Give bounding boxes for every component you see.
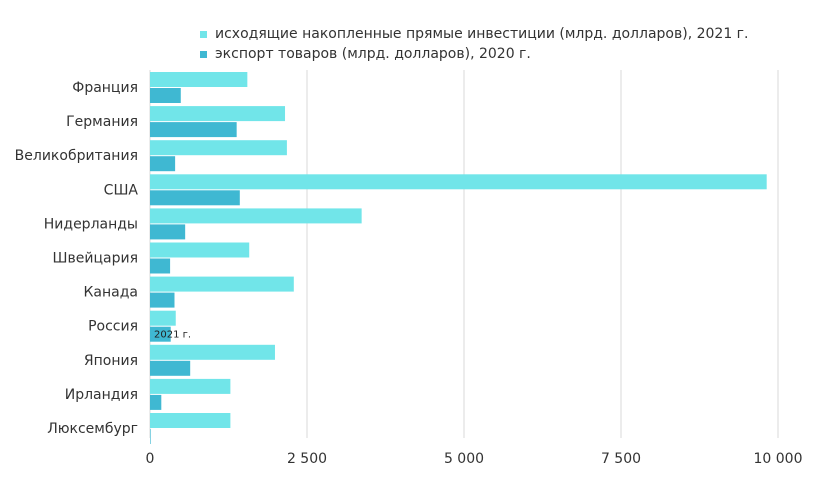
bar-exports-6 bbox=[150, 292, 175, 308]
bars-layer bbox=[150, 72, 767, 444]
bar-exports-2 bbox=[150, 156, 176, 172]
bar-investments-2 bbox=[150, 140, 287, 156]
labels-layer: 0 2 500 5 000 7 500 10 000 Франция Германия Вел… bbox=[15, 80, 803, 467]
bar-exports-4 bbox=[150, 224, 186, 240]
bar-investments-3 bbox=[150, 174, 767, 190]
legend-label-exports: экспорт товаров (млрд. долларов), 2020 г… bbox=[215, 46, 531, 62]
bar-exports-3 bbox=[150, 190, 240, 206]
category-label-6: Канада bbox=[83, 285, 138, 301]
x-tick-label-7500: 7 500 bbox=[601, 451, 641, 467]
bar-exports-1 bbox=[150, 122, 237, 138]
bar-investments-6 bbox=[150, 276, 294, 292]
bar-exports-10 bbox=[150, 429, 151, 444]
legend-swatch-investments bbox=[200, 30, 207, 38]
annotation-0: 2021 г. bbox=[154, 330, 191, 341]
x-tick-label-2500: 2 500 bbox=[287, 451, 327, 467]
legend-label-investments: исходящие накопленные прямые инвестиции … bbox=[215, 26, 749, 42]
category-label-3: США bbox=[104, 182, 139, 198]
bar-investments-5 bbox=[150, 242, 250, 258]
category-label-1: Германия bbox=[66, 114, 138, 130]
bar-investments-1 bbox=[150, 106, 286, 122]
bar-investments-4 bbox=[150, 208, 362, 224]
category-label-5: Швейцария bbox=[53, 251, 138, 267]
category-label-9: Ирландия bbox=[65, 387, 138, 403]
category-label-0: Франция bbox=[72, 80, 138, 96]
legend-item-exports: экспорт товаров (млрд. долларов), 2020 г… bbox=[200, 44, 748, 64]
bar-exports-0 bbox=[150, 88, 181, 103]
bar-exports-9 bbox=[150, 394, 162, 410]
legend-swatch-exports bbox=[200, 50, 207, 58]
x-tick-label-10000: 10 000 bbox=[754, 451, 803, 467]
x-tick-label-5000: 5 000 bbox=[444, 451, 484, 467]
bar-exports-7 bbox=[150, 326, 171, 342]
category-label-4: Нидерланды bbox=[44, 216, 138, 232]
category-label-2: Великобритания bbox=[15, 148, 138, 164]
bar-exports-8 bbox=[150, 360, 191, 376]
category-label-7: Россия bbox=[88, 319, 138, 335]
bar-investments-7 bbox=[150, 310, 176, 326]
category-label-8: Япония bbox=[84, 353, 138, 369]
x-tick-label-0: 0 bbox=[146, 451, 155, 467]
legend-item-investments: исходящие накопленные прямые инвестиции … bbox=[200, 24, 748, 44]
chart-legend: исходящие накопленные прямые инвестиции … bbox=[200, 24, 748, 64]
bar-investments-8 bbox=[150, 344, 275, 360]
bar-investments-10 bbox=[150, 413, 231, 428]
bar-investments-0 bbox=[150, 72, 248, 87]
bar-investments-9 bbox=[150, 378, 231, 394]
category-label-10: Люксембург bbox=[47, 421, 138, 437]
bar-exports-5 bbox=[150, 258, 171, 274]
